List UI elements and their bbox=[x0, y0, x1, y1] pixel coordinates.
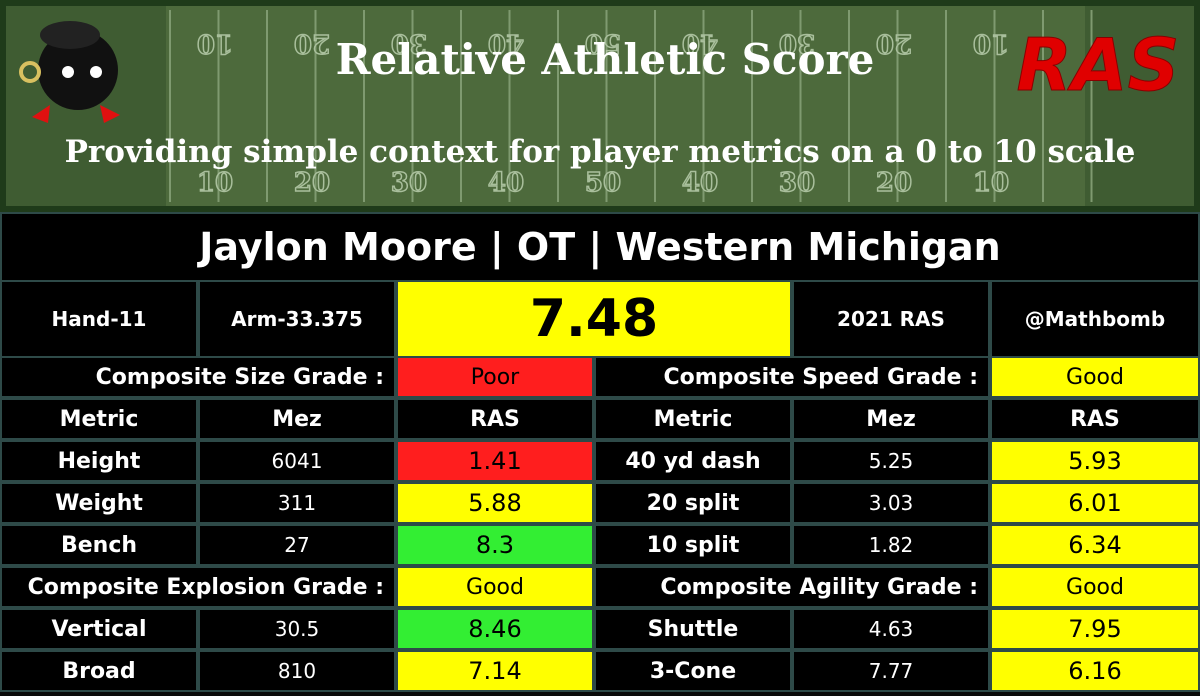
metric-measurement: 27 bbox=[198, 524, 396, 566]
metric-name: 40 yd dash bbox=[594, 440, 792, 482]
composite-grade-label: Composite Explosion Grade : bbox=[0, 566, 396, 608]
metric-measurement: 7.77 bbox=[792, 650, 990, 692]
logo-bomb bbox=[19, 21, 120, 123]
metric-name: Weight bbox=[0, 482, 198, 524]
metric-measurement: 1.82 bbox=[792, 524, 990, 566]
metric-measurement: 810 bbox=[198, 650, 396, 692]
yard-number-top: 10 bbox=[973, 28, 1009, 58]
metric-measurement: 30.5 bbox=[198, 608, 396, 650]
yard-number-bottom: 10 bbox=[973, 168, 1009, 198]
yard-number-top: 10 bbox=[197, 28, 233, 58]
composite-grade-label: Composite Size Grade : bbox=[0, 356, 396, 398]
yard-number-top: 40 bbox=[682, 28, 718, 58]
metric-ras: 8.3 bbox=[396, 524, 594, 566]
metric-name: Height bbox=[0, 440, 198, 482]
composite-grade: Good bbox=[990, 566, 1200, 608]
composite-grade-label: Composite Speed Grade : bbox=[594, 356, 990, 398]
yard-number-bottom: 30 bbox=[391, 168, 427, 198]
yard-number-bottom: 30 bbox=[779, 168, 815, 198]
metric-measurement: 5.25 bbox=[792, 440, 990, 482]
subtitle: Providing simple context for player metr… bbox=[65, 134, 1136, 170]
yard-number-top: 30 bbox=[391, 28, 427, 58]
arm-length: Arm-33.375 bbox=[198, 280, 396, 358]
yard-number-bottom: 40 bbox=[682, 168, 718, 198]
title: Relative Athletic Score bbox=[336, 35, 875, 84]
hand-size: Hand-11 bbox=[0, 280, 198, 358]
header-field: 10 10 20 20 30 30 40 40 50 50 40 40 30 30 20 20 10 10 Rel… bbox=[0, 0, 1200, 212]
yard-number-bottom: 50 bbox=[585, 168, 621, 198]
ras-score: 7.48 bbox=[396, 280, 792, 358]
metric-name: 20 split bbox=[594, 482, 792, 524]
column-header: RAS bbox=[990, 398, 1200, 440]
yard-number-bottom: 10 bbox=[197, 168, 233, 198]
metric-ras: 5.93 bbox=[990, 440, 1200, 482]
column-header: RAS bbox=[396, 398, 594, 440]
yard-number-top: 30 bbox=[779, 28, 815, 58]
metric-measurement: 4.63 bbox=[792, 608, 990, 650]
composite-grade: Good bbox=[396, 566, 594, 608]
composite-grade-label: Composite Agility Grade : bbox=[594, 566, 990, 608]
metric-ras: 1.41 bbox=[396, 440, 594, 482]
yard-number-bottom: 40 bbox=[488, 168, 524, 198]
metric-name: Shuttle bbox=[594, 608, 792, 650]
composite-grade: Good bbox=[990, 356, 1200, 398]
yard-number-top: 40 bbox=[488, 28, 524, 58]
column-header: Mez bbox=[198, 398, 396, 440]
column-header: Metric bbox=[594, 398, 792, 440]
metric-name: Bench bbox=[0, 524, 198, 566]
metric-measurement: 311 bbox=[198, 482, 396, 524]
metric-ras: 7.95 bbox=[990, 608, 1200, 650]
yard-number-bottom: 20 bbox=[294, 168, 330, 198]
metric-name: 10 split bbox=[594, 524, 792, 566]
metric-measurement: 3.03 bbox=[792, 482, 990, 524]
yard-number-top: 50 bbox=[585, 28, 621, 58]
metric-ras: 6.01 bbox=[990, 482, 1200, 524]
twitter-handle: @Mathbomb bbox=[990, 280, 1200, 358]
yard-number-top: 20 bbox=[294, 28, 330, 58]
metric-name: Vertical bbox=[0, 608, 198, 650]
ras-logo: RAS bbox=[1016, 23, 1179, 107]
column-header: Metric bbox=[0, 398, 198, 440]
metric-name: Broad bbox=[0, 650, 198, 692]
metric-name: 3-Cone bbox=[594, 650, 792, 692]
metric-ras: 6.34 bbox=[990, 524, 1200, 566]
metric-ras: 5.88 bbox=[396, 482, 594, 524]
metric-ras: 8.46 bbox=[396, 608, 594, 650]
metric-measurement: 6041 bbox=[198, 440, 396, 482]
yard-number-top: 20 bbox=[876, 28, 912, 58]
column-header: Mez bbox=[792, 398, 990, 440]
metric-ras: 7.14 bbox=[396, 650, 594, 692]
composite-grade: Poor bbox=[396, 356, 594, 398]
metric-ras: 6.16 bbox=[990, 650, 1200, 692]
ras-year: 2021 RAS bbox=[792, 280, 990, 358]
player-name: Jaylon Moore | OT | Western Michigan bbox=[0, 212, 1200, 282]
yard-number-bottom: 20 bbox=[876, 168, 912, 198]
